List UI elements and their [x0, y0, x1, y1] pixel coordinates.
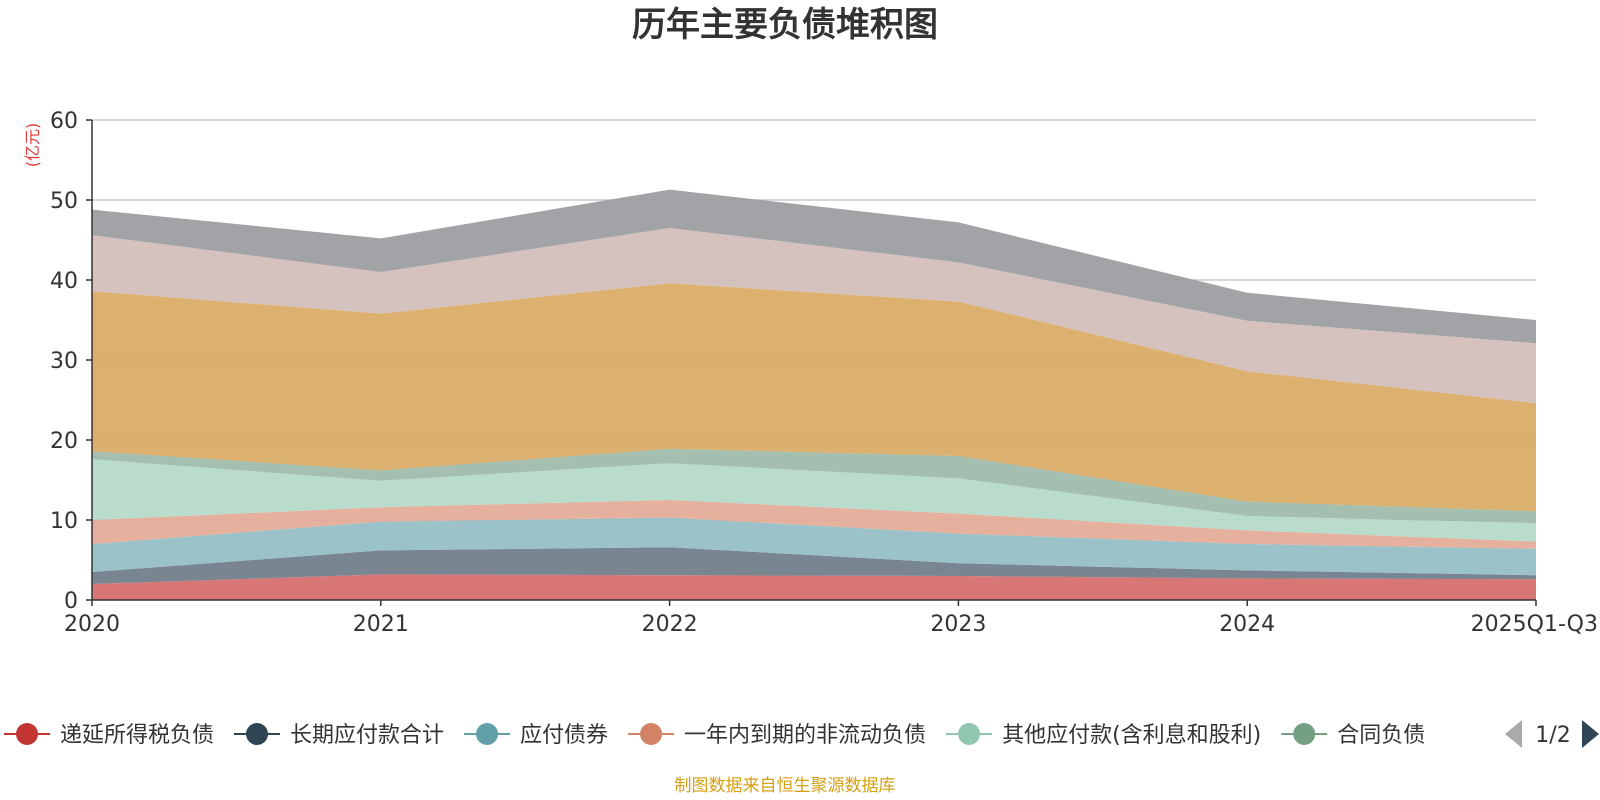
- y-tick-label: 40: [50, 269, 78, 294]
- legend-circle-marker: [958, 723, 981, 745]
- legend[interactable]: 递延所得税负债 长期应付款合计 应付债券 一年内到期的非流动负债 其他应付款(含利息和股…: [4, 720, 1599, 748]
- legend-item[interactable]: 递延所得税负债: [4, 723, 214, 748]
- legend-label: 应付债券: [520, 723, 608, 748]
- legend-item[interactable]: 一年内到期的非流动负债: [628, 723, 926, 748]
- legend-label: 其他应付款(含利息和股利): [1002, 723, 1261, 748]
- y-tick-label: 10: [50, 509, 78, 534]
- y-tick-label: 60: [50, 109, 78, 134]
- y-tick-label: 30: [50, 349, 78, 374]
- x-tick-label: 2024: [1219, 612, 1275, 637]
- legend-next-page-icon[interactable]: [1582, 720, 1599, 748]
- legend-circle-marker: [476, 723, 499, 745]
- x-tick-label: 2022: [642, 612, 698, 637]
- legend-label: 一年内到期的非流动负债: [684, 723, 926, 748]
- area-series-2[interactable]: [92, 547, 1536, 584]
- x-tick-label: 2021: [353, 612, 409, 637]
- legend-circle-marker: [16, 723, 38, 745]
- area-series-6[interactable]: [92, 448, 1536, 524]
- x-tick-label: 2025Q1-Q3: [1471, 612, 1598, 637]
- x-tick-label: 2023: [930, 612, 986, 637]
- legend-label: 合同负债: [1337, 723, 1425, 748]
- y-tick-label: 50: [50, 189, 78, 214]
- legend-item[interactable]: 应付债券: [464, 723, 608, 748]
- y-axis-unit: (亿元): [23, 123, 42, 168]
- legend-label: 递延所得税负债: [60, 723, 214, 748]
- area-series-5[interactable]: [92, 459, 1536, 542]
- area-series-9[interactable]: [92, 189, 1536, 344]
- area-series: [92, 189, 1536, 600]
- chart-title: 历年主要负债堆积图: [632, 5, 938, 45]
- legend-circle-marker: [246, 723, 269, 745]
- y-tick-label: 20: [50, 429, 78, 454]
- area-series-4[interactable]: [92, 500, 1536, 549]
- legend-prev-page-icon[interactable]: [1505, 720, 1522, 748]
- legend-page-indicator: 1/2: [1535, 723, 1570, 748]
- legend-item[interactable]: 长期应付款合计: [234, 723, 444, 748]
- data-source-note: 制图数据来自恒生聚源数据库: [675, 776, 896, 796]
- legend-item[interactable]: 合同负债: [1281, 723, 1425, 748]
- legend-item[interactable]: 其他应付款(含利息和股利): [946, 723, 1261, 748]
- area-series-1[interactable]: [92, 574, 1536, 600]
- x-tick-label: 2020: [64, 612, 120, 637]
- y-tick-label: 0: [64, 589, 78, 614]
- axes: 0 10 20 30 40 50 60 2020 2021 2022 2023 2024 2025Q1-…: [50, 109, 1598, 637]
- area-series-3[interactable]: [92, 517, 1536, 576]
- legend-circle-marker: [1293, 723, 1316, 745]
- area-series-7[interactable]: [92, 283, 1536, 512]
- legend-label: 长期应付款合计: [290, 723, 444, 748]
- legend-circle-marker: [640, 723, 663, 745]
- area-series-8[interactable]: [92, 228, 1536, 404]
